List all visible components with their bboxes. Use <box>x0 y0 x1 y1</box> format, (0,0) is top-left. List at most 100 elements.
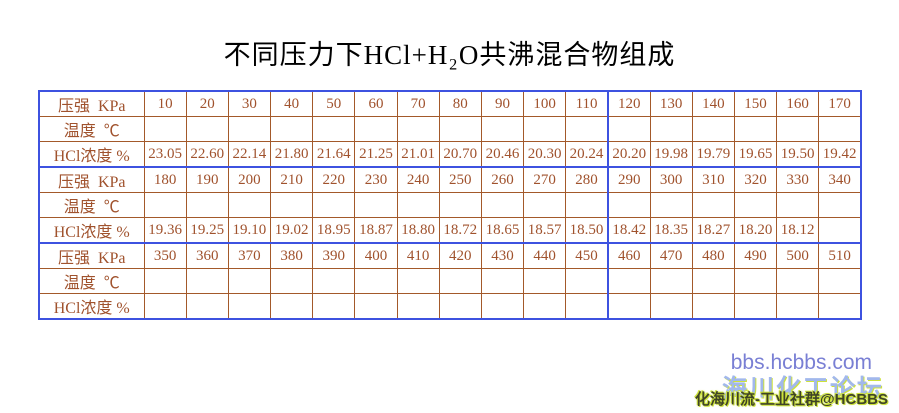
cell-temperature-g2-c10 <box>523 192 567 218</box>
cell-pressure-g3-c2: 360 <box>185 242 229 269</box>
cell-pressure-g2-c17: 340 <box>818 166 862 193</box>
cell-hcl-g1-c14: 19.79 <box>691 141 735 168</box>
cell-pressure-g1-c17: 170 <box>818 90 862 117</box>
cell-pressure-g3-c15: 490 <box>733 242 778 269</box>
cell-temperature-g3-c16 <box>776 268 820 294</box>
cell-hcl-g1-c2: 22.60 <box>185 141 229 168</box>
cell-temperature-g1-c17 <box>818 116 862 142</box>
cell-pressure-g1-c7: 70 <box>396 90 440 117</box>
cell-temperature-g3-c15 <box>733 268 778 294</box>
cell-pressure-g1-c12: 120 <box>606 90 651 117</box>
cell-pressure-g1-c11: 110 <box>565 90 609 117</box>
cell-hcl-g3-c3 <box>227 293 272 320</box>
cell-hcl-g1-c16: 19.50 <box>776 141 820 168</box>
cell-temperature-g2-c14 <box>691 192 735 218</box>
cell-hcl-g1-c9: 20.46 <box>480 141 525 168</box>
cell-hcl-g2-c3: 19.10 <box>227 217 272 244</box>
cell-pressure-g3-c7: 410 <box>396 242 440 269</box>
cell-temperature-g1-c1 <box>143 116 187 142</box>
cell-temperature-g3-c8 <box>438 268 482 294</box>
cell-temperature-g2-c15 <box>733 192 778 218</box>
cell-temperature-g2-c11 <box>565 192 609 218</box>
cell-temperature-g1-c9 <box>480 116 525 142</box>
cell-temperature-g3-c2 <box>185 268 229 294</box>
cell-temperature-g1-c2 <box>185 116 229 142</box>
row-label-pressure: 压强 KPa <box>38 166 145 193</box>
cell-temperature-g2-c13 <box>649 192 693 218</box>
cell-pressure-g1-c1: 10 <box>143 90 187 117</box>
cell-hcl-g3-c6 <box>354 293 398 320</box>
cell-pressure-g3-c12: 460 <box>606 242 651 269</box>
cell-hcl-g1-c12: 20.20 <box>606 141 651 168</box>
cell-pressure-g3-c13: 470 <box>649 242 693 269</box>
cell-temperature-g1-c11 <box>565 116 609 142</box>
cell-temperature-g2-c6 <box>354 192 398 218</box>
cell-temperature-g1-c10 <box>523 116 567 142</box>
cell-pressure-g2-c8: 250 <box>438 166 482 193</box>
row-hcl-group-2: HCl浓度 % 19.36 19.25 19.10 19.02 18.95 18.87 18.… <box>38 217 862 244</box>
cell-pressure-g1-c8: 80 <box>438 90 482 117</box>
cell-pressure-g2-c3: 200 <box>227 166 272 193</box>
cell-pressure-g1-c2: 20 <box>185 90 229 117</box>
row-label-temperature: 温度 ℃ <box>38 116 145 142</box>
cell-hcl-g2-c1: 19.36 <box>143 217 187 244</box>
row-label-temperature: 温度 ℃ <box>38 268 145 294</box>
watermark-tagline: 化海川流-工业社群@HCBBS <box>695 391 888 408</box>
cell-hcl-g2-c9: 18.65 <box>480 217 525 244</box>
cell-pressure-g3-c9: 430 <box>480 242 525 269</box>
cell-temperature-g2-c9 <box>480 192 525 218</box>
cell-hcl-g2-c10: 18.57 <box>523 217 567 244</box>
cell-pressure-g1-c5: 50 <box>312 90 356 117</box>
row-label-pressure: 压强 KPa <box>38 90 145 117</box>
cell-temperature-g2-c16 <box>776 192 820 218</box>
cell-pressure-g1-c15: 150 <box>733 90 778 117</box>
cell-pressure-g3-c1: 350 <box>143 242 187 269</box>
cell-hcl-g2-c14: 18.27 <box>691 217 735 244</box>
cell-hcl-g3-c10 <box>523 293 567 320</box>
cell-hcl-g2-c8: 18.72 <box>438 217 482 244</box>
cell-temperature-g3-c10 <box>523 268 567 294</box>
watermark-forum-name: 海川化工论坛 <box>721 375 884 403</box>
cell-pressure-g2-c10: 270 <box>523 166 567 193</box>
cell-hcl-g1-c3: 22.14 <box>227 141 272 168</box>
cell-hcl-g2-c12: 18.42 <box>606 217 651 244</box>
cell-temperature-g2-c2 <box>185 192 229 218</box>
cell-pressure-g2-c1: 180 <box>143 166 187 193</box>
cell-temperature-g2-c7 <box>396 192 440 218</box>
cell-temperature-g3-c5 <box>312 268 356 294</box>
cell-hcl-g3-c2 <box>185 293 229 320</box>
cell-pressure-g2-c6: 230 <box>354 166 398 193</box>
cell-hcl-g3-c16 <box>776 293 820 320</box>
row-temperature-group-2: 温度 ℃ <box>38 192 862 218</box>
cell-temperature-g3-c17 <box>818 268 862 294</box>
cell-hcl-g3-c9 <box>480 293 525 320</box>
cell-hcl-g1-c1: 23.05 <box>143 141 187 168</box>
page-title: 不同压力下HCl+H₂O共沸混合物组成 <box>223 40 676 70</box>
cell-pressure-g2-c7: 240 <box>396 166 440 193</box>
cell-hcl-g3-c17 <box>818 293 862 320</box>
row-pressure-group-2: 压强 KPa 180 190 200 210 220 230 240 250 260 270 280 2… <box>38 166 862 193</box>
cell-hcl-g1-c7: 21.01 <box>396 141 440 168</box>
cell-temperature-g2-c12 <box>606 192 651 218</box>
cell-pressure-g2-c16: 330 <box>776 166 820 193</box>
cell-hcl-g2-c6: 18.87 <box>354 217 398 244</box>
cell-hcl-g2-c13: 18.35 <box>649 217 693 244</box>
cell-temperature-g1-c6 <box>354 116 398 142</box>
row-temperature-group-3: 温度 ℃ <box>38 268 862 294</box>
row-label-temperature: 温度 ℃ <box>38 192 145 218</box>
cell-pressure-g3-c11: 450 <box>565 242 609 269</box>
cell-temperature-g1-c4 <box>270 116 314 142</box>
cell-temperature-g3-c9 <box>480 268 525 294</box>
cell-pressure-g1-c14: 140 <box>691 90 735 117</box>
cell-pressure-g3-c17: 510 <box>818 242 862 269</box>
cell-temperature-g3-c13 <box>649 268 693 294</box>
row-hcl-group-3: HCl浓度 % <box>38 293 862 320</box>
cell-temperature-g2-c3 <box>227 192 272 218</box>
cell-temperature-g1-c12 <box>606 116 651 142</box>
cell-hcl-g2-c7: 18.80 <box>396 217 440 244</box>
cell-hcl-g1-c11: 20.24 <box>565 141 609 168</box>
cell-pressure-g2-c5: 220 <box>312 166 356 193</box>
row-label-pressure: 压强 KPa <box>38 242 145 269</box>
cell-hcl-g3-c15 <box>733 293 778 320</box>
cell-temperature-g3-c4 <box>270 268 314 294</box>
